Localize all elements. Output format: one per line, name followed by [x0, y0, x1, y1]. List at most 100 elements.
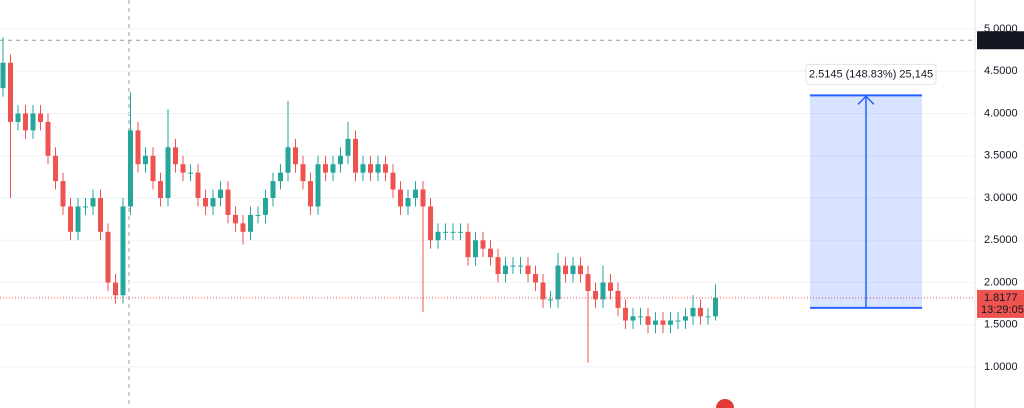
candle-body — [585, 274, 591, 291]
candle-body — [458, 231, 463, 233]
candle-body — [278, 172, 283, 182]
candle-body — [548, 299, 553, 301]
candle-body — [270, 181, 276, 198]
candle-body — [503, 265, 508, 275]
y-tick-label: 2.0000 — [984, 276, 1018, 288]
candle-body — [653, 320, 658, 325]
candle-body — [660, 320, 666, 325]
y-tick-label: 3.5000 — [984, 150, 1018, 162]
candle-body — [128, 130, 133, 207]
candle-body — [45, 121, 51, 156]
last-price-label: 1.8177 — [984, 292, 1018, 304]
candle-body — [645, 316, 651, 325]
candle-body — [233, 214, 238, 224]
y-tick-label: 4.5000 — [984, 65, 1018, 77]
logo-mark — [716, 399, 734, 408]
candle-body — [668, 320, 673, 325]
candle-body — [15, 113, 21, 122]
candle-body — [135, 130, 141, 165]
candle-body — [698, 307, 703, 317]
candle-body — [383, 164, 388, 173]
candle-body — [53, 155, 58, 182]
candle-body — [158, 181, 163, 198]
candle-body — [578, 265, 583, 275]
candle-body — [75, 206, 81, 232]
candle-body — [443, 231, 448, 233]
candle-body — [563, 265, 568, 275]
candle-body — [533, 274, 538, 283]
measure-label-box — [805, 63, 937, 85]
candle-body — [143, 155, 148, 165]
candle-body — [540, 282, 546, 300]
last-price-box — [977, 289, 1024, 318]
candle-body — [390, 172, 396, 190]
candle-body — [23, 113, 28, 131]
candle-body — [285, 147, 291, 173]
candle-body — [173, 147, 178, 165]
candle-body — [345, 138, 351, 156]
candle-body — [630, 316, 636, 321]
candle-body — [210, 198, 216, 207]
candle-body — [330, 164, 336, 173]
candle-body — [555, 265, 561, 300]
candle-body — [150, 155, 156, 182]
candle-body — [480, 240, 486, 249]
candle-body — [308, 181, 313, 207]
candle-body — [510, 265, 516, 267]
candle-body — [263, 198, 268, 215]
y-tick-label: 2.5000 — [984, 234, 1018, 246]
candle-body — [315, 164, 321, 207]
y-tick-label: 3.0000 — [984, 192, 1018, 204]
candle-body — [375, 164, 381, 173]
candle-body — [450, 231, 456, 233]
candle-body — [360, 164, 366, 173]
candle-body — [623, 307, 628, 321]
candle-body — [683, 316, 688, 321]
candle-body — [180, 164, 186, 173]
candle-body — [30, 113, 36, 131]
candle-body — [165, 147, 171, 198]
measure-label: 2.5145 (148.83%) 25,145 — [809, 68, 933, 80]
candle-body — [353, 138, 358, 173]
candle-body — [518, 265, 523, 267]
candle-body — [120, 206, 126, 296]
candle-body — [495, 257, 501, 275]
candle-body — [68, 206, 73, 232]
candle-body — [593, 290, 598, 300]
candle-body — [465, 231, 471, 258]
y-tick-label: 4.0000 — [984, 107, 1018, 119]
candle-body — [713, 297, 718, 317]
candle-body — [675, 320, 681, 322]
candle-body — [98, 198, 103, 232]
candles — [0, 37, 718, 363]
candle-body — [405, 198, 411, 207]
candle-body — [0, 62, 6, 89]
candle-body — [60, 181, 66, 207]
logo — [716, 399, 734, 408]
countdown-label: 13:29:05 — [981, 304, 1024, 316]
candle-body — [705, 316, 711, 318]
candle-body — [8, 62, 13, 122]
candle-body — [615, 290, 621, 308]
crosshair-price-label: 4.8667 — [984, 34, 1018, 46]
candle-body — [105, 231, 111, 283]
candle-body — [195, 172, 201, 198]
candle-body — [255, 214, 261, 216]
candle-body — [188, 172, 193, 174]
candle-body — [240, 223, 246, 232]
candle-body — [488, 248, 493, 258]
candle-body — [368, 164, 373, 173]
candle-body — [300, 164, 306, 182]
candle-body — [398, 189, 403, 207]
y-tick-label: 1.5000 — [984, 319, 1018, 331]
candle-body — [203, 198, 208, 207]
candle-body — [38, 113, 43, 122]
candle-body — [435, 231, 441, 241]
candle-body — [225, 189, 231, 215]
candle-body — [638, 316, 643, 318]
candle-body — [83, 206, 88, 208]
candle-body — [218, 189, 223, 198]
